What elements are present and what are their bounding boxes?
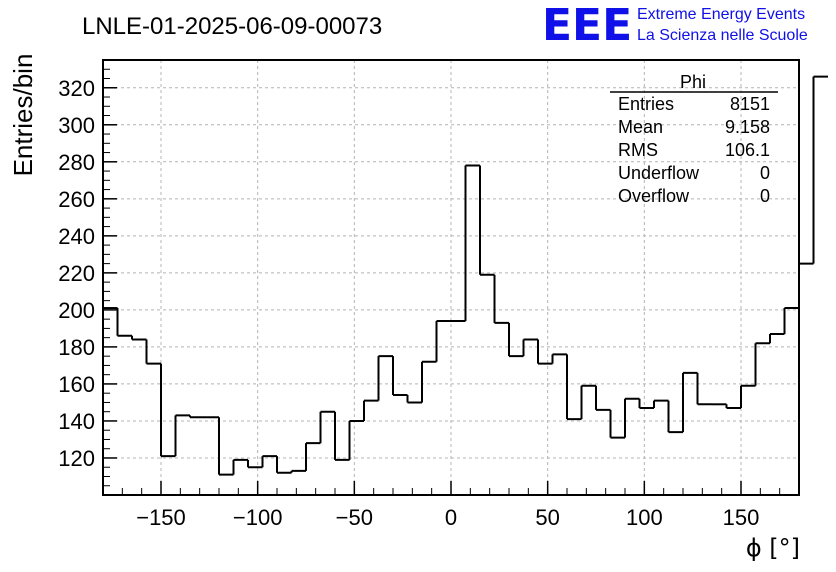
histogram-bin [537,339,553,365]
y-tick-label: 300 [58,113,95,138]
y-tick-label: 120 [58,446,95,471]
stats-title: Phi [680,72,706,92]
y-tick-label: 320 [58,76,95,101]
histogram-bin [392,356,408,397]
x-tick-label: −50 [336,505,373,530]
x-axis-label: ϕ [°] [746,534,800,562]
axis-tick-labels: −150 −100 −50 0 50 100 150 120 140 160 180 200 220 24… [58,76,759,530]
histogram-bin [624,397,640,438]
histogram-bin [363,399,379,421]
histogram-bin [377,355,393,401]
eee-logo-text: EEE [542,0,632,51]
histogram-bin [435,320,451,362]
y-tick-label: 220 [58,261,95,286]
stats-row-value: 106.1 [725,140,770,160]
eee-logo: EEE Extreme Energy Events La Scienza nel… [542,0,808,51]
histogram-bin [812,75,828,264]
x-tick-label: −100 [233,505,283,530]
histogram-bin [682,371,698,433]
histogram-bin [479,165,495,276]
histogram-bin [189,415,205,419]
histogram-bin [725,404,741,409]
stats-row-value: 0 [760,163,770,183]
histogram-bin [551,353,567,364]
histogram-bin [247,459,263,469]
histogram-bin [290,469,306,473]
stats-box: Phi Entries 8151 Mean 9.158 RMS 106.1 Underflo… [610,72,778,206]
histogram-bin [754,342,770,386]
histogram-bin [595,385,611,411]
histogram-bin [232,458,248,475]
histogram-bin [508,322,524,358]
x-tick-label: 50 [535,505,559,530]
histogram-bin [421,360,437,403]
axis-ticks [102,59,800,495]
histogram-bin [740,384,756,408]
histogram-bin [798,262,814,309]
grid-lines [103,60,799,495]
histogram-bin [116,308,132,337]
histogram-bin [653,399,669,408]
y-tick-label: 200 [58,298,95,323]
histogram-bin [522,338,538,357]
x-tick-label: −150 [136,505,186,530]
y-tick-label: 280 [58,150,95,175]
y-tick-label: 260 [58,187,95,212]
logo-line-2: La Scienza nelle Scuole [637,27,808,44]
histogram-bin [566,354,582,421]
stats-rows: Entries 8151 Mean 9.158 RMS 106.1 Underflow 0 Ov… [618,94,770,206]
histogram-bin [609,409,625,439]
histogram-bin [769,332,785,344]
logo-line-1: Extreme Energy Events [637,6,805,23]
histogram-bin [580,384,596,420]
y-tick-label: 160 [58,372,95,397]
histogram-bin [261,455,277,468]
histogram-bin [276,456,292,474]
histogram-bin [406,395,422,404]
stats-row-value: 0 [760,186,770,206]
histogram-bin [319,410,335,444]
histogram-bin [305,442,321,471]
histogram-bin [638,398,654,409]
histogram-series [103,75,828,476]
stats-row-label: Mean [618,117,663,137]
stats-row-label: Entries [618,94,674,114]
histogram-bin [145,339,161,365]
stats-row-label: Overflow [618,186,690,206]
histogram-bin [493,274,509,324]
histogram-bin [218,417,234,476]
x-tick-label: 100 [626,505,663,530]
histogram-bin [174,414,190,457]
histogram-bin [334,411,350,461]
stats-row-value: 8151 [730,94,770,114]
histogram-bin [783,307,799,334]
y-axis-label: Entries/bin [8,54,38,177]
histogram-bin [696,372,712,406]
histogram-bin [667,400,683,434]
stats-row-label: Underflow [618,163,700,183]
histogram-bin [131,335,147,341]
histogram-bin [348,419,364,460]
y-tick-label: 240 [58,224,95,249]
histogram-bin [464,164,480,321]
y-tick-label: 180 [58,335,95,360]
x-tick-label: 150 [723,505,760,530]
stats-row-label: RMS [618,140,658,160]
chart-title: LNLE-01-2025-06-09-00073 [82,13,382,40]
y-tick-label: 140 [58,409,95,434]
histogram-bin [160,363,176,458]
stats-row-value: 9.158 [725,117,770,137]
x-tick-label: 0 [445,505,457,530]
